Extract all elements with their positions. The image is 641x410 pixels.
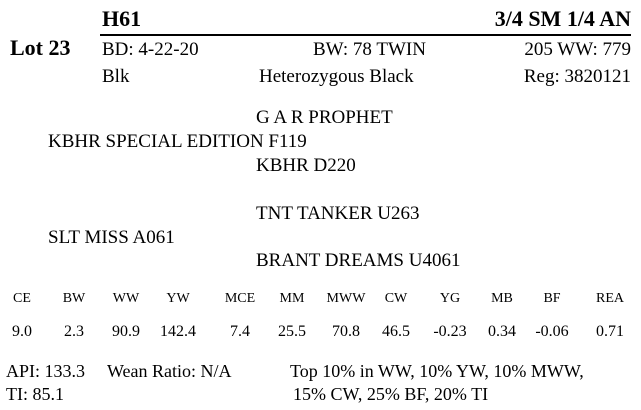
lot-number: Lot 23 <box>10 35 71 60</box>
birth-date: BD: 4-22-20 <box>102 39 199 60</box>
epd-label-yg: YG <box>439 291 461 306</box>
epd-value-ce: 9.0 <box>12 323 32 340</box>
epd-value-ww: 90.9 <box>112 323 140 340</box>
epd-value-bw: 2.3 <box>64 323 84 340</box>
epd-value-rea: 0.71 <box>596 323 624 340</box>
pedigree-sire-dam: KBHR D220 <box>256 155 356 176</box>
wean-ratio: Wean Ratio: N/A <box>107 361 232 381</box>
epd-value-yg: -0.23 <box>433 323 467 340</box>
birth-weight: BW: 78 TWIN <box>313 39 426 60</box>
epd-value-mm: 25.5 <box>278 323 306 340</box>
api-index: API: 133.3 <box>6 361 86 381</box>
epd-value-yw: 142.4 <box>160 323 196 340</box>
black-status: Heterozygous Black <box>259 66 414 87</box>
breed-composition: 3/4 SM 1/4 AN <box>494 6 631 31</box>
animal-tag: H61 <box>102 6 142 31</box>
epd-label-ww: WW <box>112 291 140 306</box>
epd-value-mce: 7.4 <box>230 323 250 340</box>
registration-number: Reg: 3820121 <box>523 66 631 87</box>
pedigree-dam: SLT MISS A061 <box>48 227 175 248</box>
epd-label-cw: CW <box>384 291 408 306</box>
epd-label-yw: YW <box>166 291 190 306</box>
epd-value-bf: -0.06 <box>535 323 569 340</box>
epd-label-ce: CE <box>13 291 31 306</box>
top-percent-line-2: 15% CW, 25% BF, 20% TI <box>293 384 489 404</box>
epd-label-bf: BF <box>543 291 561 306</box>
header-rule <box>100 34 631 36</box>
epd-label-rea: REA <box>596 291 624 306</box>
epd-value-cw: 46.5 <box>382 323 410 340</box>
epd-label-mm: MM <box>279 291 305 306</box>
pedigree-sire-sire: G A R PROPHET <box>256 107 393 128</box>
weaning-weight: 205 WW: 779 <box>524 39 631 60</box>
coat-color: Blk <box>102 66 130 87</box>
epd-label-mce: MCE <box>224 291 256 306</box>
ti-index: TI: 85.1 <box>6 384 64 404</box>
epd-label-bw: BW <box>62 291 86 306</box>
epd-value-mb: 0.34 <box>488 323 516 340</box>
epd-value-mww: 70.8 <box>332 323 360 340</box>
pedigree-dam-sire: TNT TANKER U263 <box>256 203 420 224</box>
top-percent-line-1: Top 10% in WW, 10% YW, 10% MWW, <box>290 361 584 381</box>
epd-label-mww: MWW <box>326 291 366 306</box>
pedigree-dam-dam: BRANT DREAMS U4061 <box>256 250 461 271</box>
pedigree-sire: KBHR SPECIAL EDITION F119 <box>48 131 307 152</box>
epd-label-mb: MB <box>491 291 513 306</box>
